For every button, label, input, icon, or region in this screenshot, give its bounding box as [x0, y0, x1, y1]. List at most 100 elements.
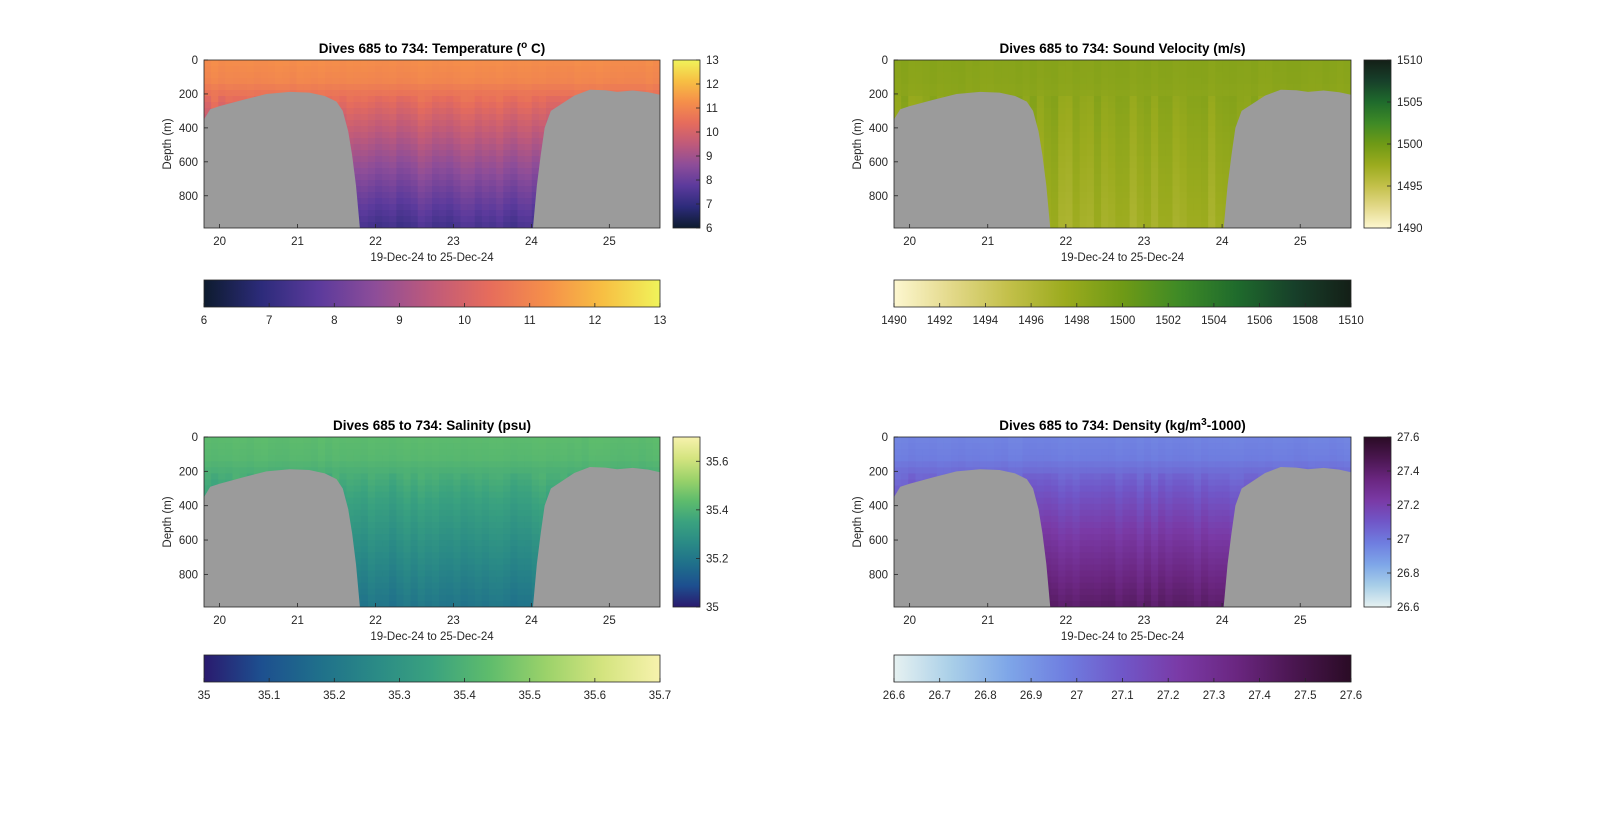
salinity-cell [524, 558, 533, 566]
temperature-cell [553, 84, 561, 91]
temperature-cell [432, 120, 440, 127]
sound-velocity-cell [1208, 84, 1216, 91]
sound-velocity-cell [1079, 66, 1088, 73]
sound-velocity-cell [1101, 156, 1109, 163]
temperature-cell [389, 162, 397, 169]
salinity-cell [289, 443, 298, 450]
salinity-cell [360, 509, 369, 517]
temperature-cell [453, 132, 462, 139]
sound-velocity-cell [1115, 144, 1124, 151]
sound-velocity-cell [1043, 60, 1052, 67]
sound-velocity-cell [1201, 204, 1209, 211]
temperature-cell [460, 222, 469, 228]
salinity-cell [417, 437, 426, 444]
sound-velocity-cell [1186, 96, 1195, 103]
temperature-cell [282, 78, 291, 85]
panel-temperature: Dives 685 to 734: Temperature (o C)20 21 2… [162, 40, 719, 327]
sound-velocity-cell [1272, 72, 1281, 79]
temperature-cell [624, 72, 633, 79]
sound-velocity-cell [1043, 144, 1052, 151]
temperature-cell [510, 180, 519, 187]
temperature-cell [595, 66, 604, 73]
sound-velocity-cell [1172, 96, 1181, 103]
sound-velocity-cell [1201, 210, 1209, 217]
sound-velocity-cell [1322, 60, 1331, 67]
sound-velocity-cell [1015, 66, 1024, 73]
temperature-cell [496, 60, 504, 67]
salinity-cell [367, 461, 376, 468]
temperature-cell [524, 222, 533, 228]
temperature-cell [310, 72, 319, 79]
temperature-cell [481, 78, 490, 85]
temperature-cell [474, 192, 483, 199]
sound-velocity-cell [1258, 72, 1266, 79]
sound-velocity-cell [1036, 72, 1045, 79]
temperature-cell [503, 150, 511, 157]
sound-velocity-cell [1136, 222, 1145, 228]
temperature-cell [318, 84, 326, 91]
sound-velocity-cell [1186, 162, 1195, 169]
sound-velocity-cell [986, 72, 995, 79]
temperature-cell [553, 102, 561, 109]
salinity-cell [403, 449, 412, 456]
sound-velocity-cell [1093, 198, 1102, 205]
sound-velocity-cell [1036, 108, 1045, 115]
sound-velocity-cell [993, 78, 1002, 85]
salinity-cell [396, 455, 405, 462]
sound-velocity-cell [1115, 120, 1124, 127]
temperature-cell [339, 72, 348, 79]
salinity-cell [253, 467, 262, 475]
temperature-ylabel: Depth (m) [162, 118, 174, 169]
sound-velocity-cell [1086, 114, 1095, 121]
sound-velocity-cell [1108, 78, 1116, 85]
sound-velocity-cell [1043, 156, 1052, 163]
sound-velocity-cell [1115, 138, 1124, 145]
salinity-cell [318, 467, 326, 475]
sound-velocity-cell [1065, 192, 1074, 199]
salinity-cell [489, 576, 497, 584]
salinity-cell [496, 455, 504, 462]
salinity-cell [439, 588, 447, 596]
sound-velocity-cell [943, 66, 952, 73]
salinity-cell [353, 570, 362, 578]
temperature-cell [367, 120, 376, 127]
temperature-cell [560, 60, 568, 67]
sound-velocity-cell [1286, 72, 1295, 79]
salinity-cell [410, 570, 419, 578]
salinity-cell [446, 570, 454, 578]
salinity-cell [481, 497, 490, 505]
salinity-cell [460, 455, 469, 462]
temperature-cell [225, 72, 234, 79]
sound-velocity-cell [1058, 90, 1066, 97]
salinity-cell [524, 479, 533, 487]
sound-velocity-cell [1072, 66, 1081, 73]
temperature-cbr-tick-label: 11 [706, 103, 718, 115]
temperature-cell [524, 198, 533, 205]
sound-velocity-cell [1186, 168, 1195, 175]
salinity-cell [211, 461, 219, 468]
temperature-cell [375, 126, 383, 133]
sound-velocity-cell [1343, 66, 1351, 73]
sound-velocity-cell [1079, 198, 1088, 205]
temperature-cell [382, 90, 390, 97]
sound-velocity-cell [986, 78, 995, 85]
salinity-cell [424, 443, 433, 450]
temperature-cell [403, 204, 412, 211]
temperature-cell [432, 186, 440, 193]
sound-velocity-cell [1201, 90, 1209, 97]
salinity-cell [410, 467, 419, 475]
temperature-cell [389, 150, 397, 157]
sound-velocity-cell [1079, 120, 1088, 127]
salinity-cell [318, 455, 326, 462]
temperature-cell [453, 78, 462, 85]
temperature-cell [446, 72, 454, 79]
sound-velocity-cell [1143, 78, 1152, 85]
salinity-cell [310, 455, 319, 462]
sound-velocity-cell [1122, 78, 1131, 85]
panel-sound-velocity: Dives 685 to 734: Sound Velocity (m/s)20… [852, 41, 1423, 327]
temperature-cell [588, 78, 597, 85]
salinity-cell [318, 449, 326, 456]
temperature-cell [560, 78, 568, 85]
sound-velocity-cell [1051, 156, 1059, 163]
sound-velocity-cell [1186, 78, 1195, 85]
